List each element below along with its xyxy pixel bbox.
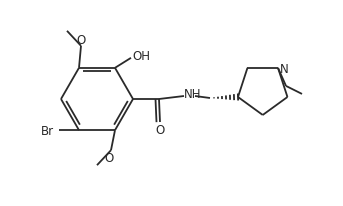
Text: O: O — [104, 151, 114, 164]
Text: O: O — [76, 34, 86, 47]
Text: OH: OH — [132, 50, 150, 63]
Text: NH: NH — [184, 88, 202, 101]
Text: Br: Br — [40, 124, 54, 137]
Text: N: N — [280, 63, 288, 76]
Text: O: O — [155, 124, 165, 137]
